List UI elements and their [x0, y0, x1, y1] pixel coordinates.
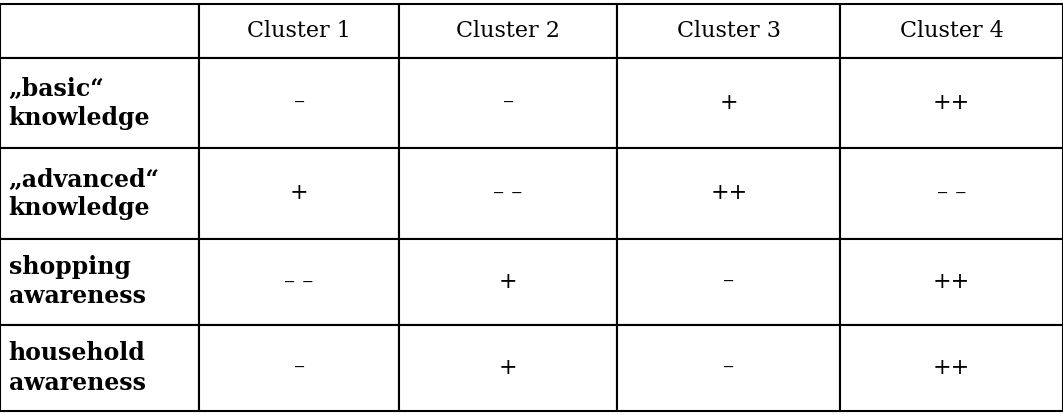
Bar: [840, 58, 1063, 149]
Bar: [399, 239, 618, 325]
Bar: [840, 4, 1063, 58]
Text: Cluster 1: Cluster 1: [248, 20, 351, 42]
Text: ++: ++: [933, 357, 971, 379]
Text: –: –: [293, 357, 305, 379]
Text: – –: – –: [493, 183, 523, 205]
Bar: [840, 149, 1063, 239]
Text: –: –: [723, 357, 735, 379]
Text: ++: ++: [933, 271, 971, 293]
Bar: [200, 58, 399, 149]
Bar: [0, 149, 200, 239]
Bar: [618, 149, 840, 239]
Bar: [0, 239, 200, 325]
Bar: [0, 58, 200, 149]
Bar: [840, 325, 1063, 411]
Bar: [618, 325, 840, 411]
Bar: [200, 149, 399, 239]
Text: +: +: [290, 183, 308, 205]
Text: ++: ++: [710, 183, 747, 205]
Bar: [840, 239, 1063, 325]
Text: –: –: [503, 92, 513, 114]
Text: +: +: [499, 357, 518, 379]
Text: „advanced“
knowledge: „advanced“ knowledge: [9, 167, 159, 220]
Bar: [399, 4, 618, 58]
Bar: [618, 4, 840, 58]
Bar: [399, 325, 618, 411]
Bar: [618, 239, 840, 325]
Bar: [200, 325, 399, 411]
Bar: [200, 4, 399, 58]
Bar: [200, 239, 399, 325]
Text: ++: ++: [933, 92, 971, 114]
Bar: [0, 4, 200, 58]
Text: – –: – –: [937, 183, 966, 205]
Text: shopping
awareness: shopping awareness: [9, 255, 146, 308]
Text: +: +: [499, 271, 518, 293]
Text: Cluster 3: Cluster 3: [677, 20, 781, 42]
Text: „basic“
knowledge: „basic“ knowledge: [9, 76, 150, 130]
Text: +: +: [720, 92, 738, 114]
Text: –: –: [293, 92, 305, 114]
Bar: [399, 58, 618, 149]
Text: household
awareness: household awareness: [9, 341, 146, 395]
Text: –: –: [723, 271, 735, 293]
Bar: [399, 149, 618, 239]
Text: Cluster 2: Cluster 2: [456, 20, 560, 42]
Text: Cluster 4: Cluster 4: [899, 20, 1003, 42]
Bar: [618, 58, 840, 149]
Text: – –: – –: [285, 271, 314, 293]
Bar: [0, 325, 200, 411]
